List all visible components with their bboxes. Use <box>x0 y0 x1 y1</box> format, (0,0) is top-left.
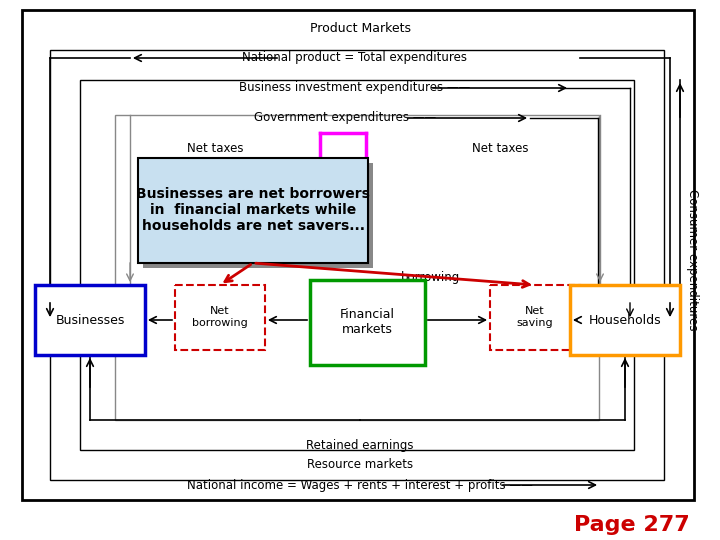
Text: Product Markets: Product Markets <box>310 22 410 35</box>
Text: Government expenditures ——: Government expenditures —— <box>254 111 436 125</box>
Text: Page 277: Page 277 <box>575 515 690 535</box>
Bar <box>310 280 425 365</box>
Bar <box>80 80 634 450</box>
Text: Resource markets: Resource markets <box>307 458 413 471</box>
Text: Net
saving: Net saving <box>517 306 553 328</box>
Text: Net
borrowing: Net borrowing <box>192 306 248 328</box>
Bar <box>115 115 599 420</box>
Bar <box>570 285 680 355</box>
Text: Business investment expenditures ——: Business investment expenditures —— <box>239 82 471 94</box>
Bar <box>35 285 145 355</box>
Bar <box>50 50 664 480</box>
Bar <box>490 285 580 350</box>
Text: Households: Households <box>589 314 661 327</box>
Text: National product = Total expenditures: National product = Total expenditures <box>243 51 467 64</box>
Text: Retained earnings: Retained earnings <box>306 438 414 451</box>
Text: Financial
markets: Financial markets <box>340 308 395 336</box>
Text: Net taxes: Net taxes <box>186 141 243 154</box>
Bar <box>143 163 373 268</box>
Text: Businesses: Businesses <box>55 314 125 327</box>
Text: Businesses are net borrowers
in  financial markets while
households are net save: Businesses are net borrowers in financia… <box>136 187 370 233</box>
Text: National income = Wages + rents + interest + profits ——: National income = Wages + rents + intere… <box>187 478 533 491</box>
Text: Consumer expenditures: Consumer expenditures <box>686 189 700 330</box>
Text: Net taxes: Net taxes <box>472 141 528 154</box>
Bar <box>138 158 368 263</box>
Text: borrowing: borrowing <box>400 272 459 285</box>
Bar <box>175 285 265 350</box>
